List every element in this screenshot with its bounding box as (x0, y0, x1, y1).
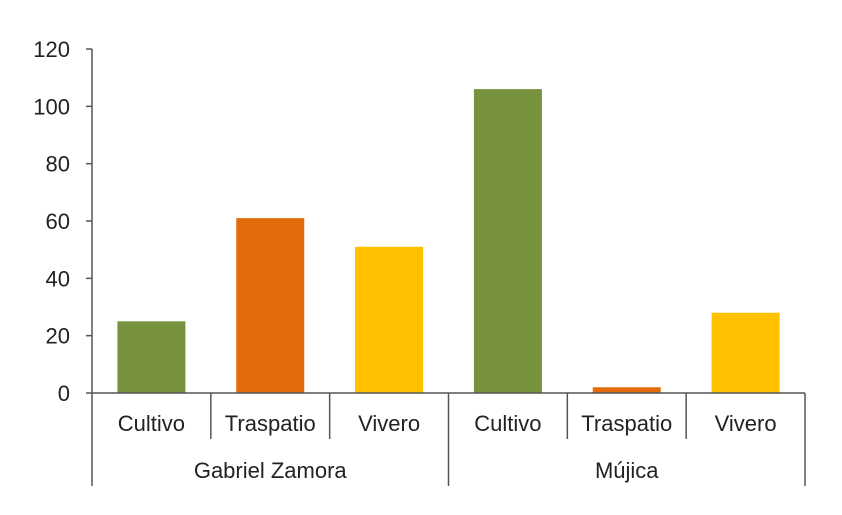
y-tick-label: 100 (33, 94, 70, 119)
category-label: Vivero (358, 411, 420, 436)
bar (355, 246, 424, 393)
bar (117, 321, 186, 393)
y-tick-label: 120 (33, 37, 70, 62)
bar (592, 387, 661, 393)
y-tick-label: 20 (46, 324, 70, 349)
category-label: Cultivo (474, 411, 541, 436)
group-label: Gabriel Zamora (194, 458, 348, 483)
y-tick-label: 80 (46, 152, 70, 177)
category-label: Vivero (715, 411, 777, 436)
x-axis: Cultivo Traspatio Vivero Cultivo Traspatio Vi… (91, 392, 806, 486)
y-axis: 0 20 40 60 80 100 120 (33, 37, 93, 406)
bar (236, 218, 305, 393)
group-label: Mújica (595, 458, 659, 483)
y-tick-label: 40 (46, 266, 70, 291)
category-label: Cultivo (118, 411, 185, 436)
category-label: Traspatio (581, 411, 672, 436)
y-tick-label: 0 (58, 381, 70, 406)
y-tick-label: 60 (46, 209, 70, 234)
bar (711, 312, 780, 393)
category-label: Traspatio (225, 411, 316, 436)
bars (117, 89, 780, 393)
bar (473, 89, 542, 393)
